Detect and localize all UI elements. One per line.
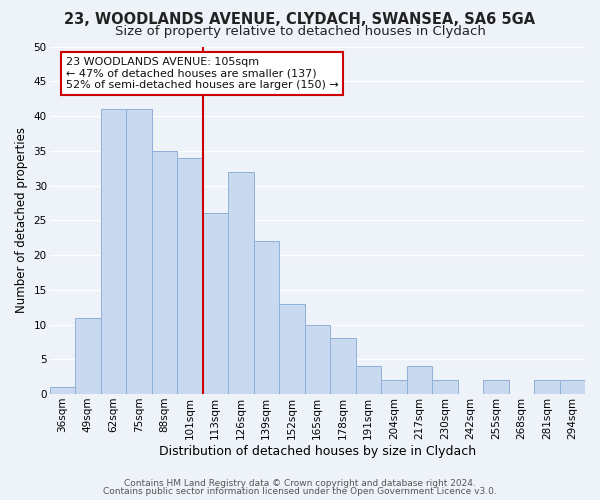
Bar — [101, 109, 126, 394]
Bar — [560, 380, 585, 394]
Bar — [407, 366, 432, 394]
Bar — [381, 380, 407, 394]
Bar — [305, 324, 330, 394]
Text: Size of property relative to detached houses in Clydach: Size of property relative to detached ho… — [115, 25, 485, 38]
Bar — [432, 380, 458, 394]
Bar — [203, 214, 228, 394]
Text: Contains public sector information licensed under the Open Government Licence v3: Contains public sector information licen… — [103, 487, 497, 496]
Bar — [483, 380, 509, 394]
X-axis label: Distribution of detached houses by size in Clydach: Distribution of detached houses by size … — [159, 444, 476, 458]
Bar — [534, 380, 560, 394]
Bar — [330, 338, 356, 394]
Text: Contains HM Land Registry data © Crown copyright and database right 2024.: Contains HM Land Registry data © Crown c… — [124, 478, 476, 488]
Bar — [75, 318, 101, 394]
Text: 23, WOODLANDS AVENUE, CLYDACH, SWANSEA, SA6 5GA: 23, WOODLANDS AVENUE, CLYDACH, SWANSEA, … — [64, 12, 536, 28]
Bar — [254, 241, 279, 394]
Y-axis label: Number of detached properties: Number of detached properties — [15, 128, 28, 314]
Bar — [50, 387, 75, 394]
Bar — [126, 109, 152, 394]
Bar — [356, 366, 381, 394]
Text: 23 WOODLANDS AVENUE: 105sqm
← 47% of detached houses are smaller (137)
52% of se: 23 WOODLANDS AVENUE: 105sqm ← 47% of det… — [65, 57, 338, 90]
Bar — [279, 304, 305, 394]
Bar — [228, 172, 254, 394]
Bar — [177, 158, 203, 394]
Bar — [152, 151, 177, 394]
